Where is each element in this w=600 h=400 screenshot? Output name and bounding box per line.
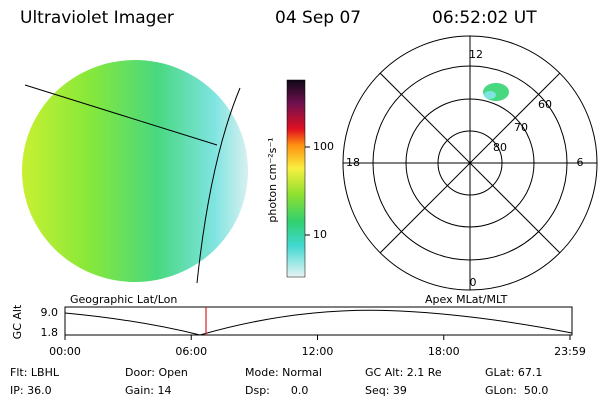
y-tick-label: 9.0 — [41, 306, 59, 319]
status-field: IP: 36.0 — [10, 384, 52, 397]
status-field: GC Alt: 2.1 Re — [365, 366, 442, 379]
status-field: Seq: 39 — [365, 384, 407, 397]
x-tick-label: 00:00 — [49, 345, 81, 358]
altitude-axis-label: GC Alt — [11, 304, 24, 339]
date: 04 Sep 07 — [275, 8, 361, 28]
colorbar-label: photon cm⁻²s⁻¹ — [266, 137, 279, 222]
time: 06:52:02 UT — [432, 8, 537, 28]
x-tick-label: 06:00 — [175, 345, 207, 358]
status-field: Mode: Normal — [245, 366, 322, 379]
aurora-spot — [484, 91, 496, 99]
status-field: Dsp: 0.0 — [245, 384, 308, 397]
status-field: Gain: 14 — [125, 384, 172, 397]
altitude-plot — [64, 306, 573, 336]
mlat-label: 70 — [514, 121, 528, 134]
mlt-label: 0 — [470, 276, 477, 289]
y-tick-label: 1.8 — [41, 326, 59, 339]
mlat-label: 80 — [493, 141, 507, 154]
mlat-label: 60 — [538, 98, 552, 111]
x-tick-label: 18:00 — [428, 345, 460, 358]
title: Ultraviolet Imager — [20, 8, 174, 28]
mlt-label: 18 — [346, 156, 360, 169]
mlt-label: 6 — [577, 156, 584, 169]
projection-label: Apex MLat/MLT — [425, 293, 508, 306]
projection-label: Geographic Lat/Lon — [70, 293, 177, 306]
mlt-label: 12 — [469, 48, 483, 61]
status-field: GLon: 50.0 — [485, 384, 548, 397]
colorbar-tick-label: 10 — [313, 228, 327, 241]
earth-image — [22, 60, 248, 284]
status-field: Flt: LBHL — [10, 366, 60, 379]
status-field: GLat: 67.1 — [485, 366, 542, 379]
x-tick-label: 12:00 — [302, 345, 334, 358]
colorbar — [286, 79, 306, 278]
status-field: Door: Open — [125, 366, 188, 379]
colorbar-tick-label: 100 — [313, 140, 334, 153]
x-tick-label: 23:59 — [554, 345, 586, 358]
polar-grid — [342, 35, 598, 291]
